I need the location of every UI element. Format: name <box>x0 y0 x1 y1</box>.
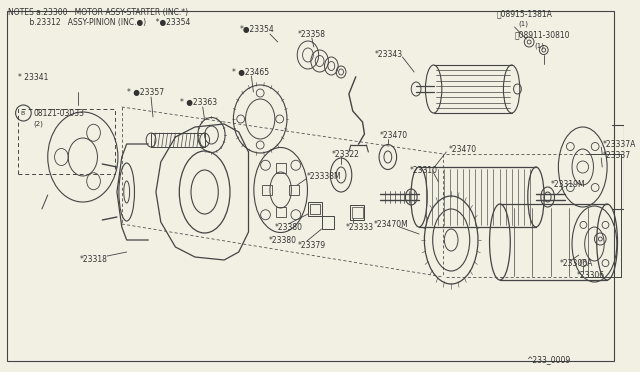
Text: *23319M: *23319M <box>550 180 585 189</box>
Bar <box>321 216 334 229</box>
Bar <box>276 163 285 173</box>
Text: ⓜ08915-1381A: ⓜ08915-1381A <box>497 10 553 19</box>
Text: (1): (1) <box>518 21 529 27</box>
Bar <box>262 185 272 195</box>
Bar <box>151 133 205 147</box>
Text: * ●23465: * ●23465 <box>232 67 269 77</box>
Text: ^233_0009: ^233_0009 <box>526 356 570 365</box>
Text: *23358: *23358 <box>297 29 325 38</box>
Bar <box>289 185 299 195</box>
Text: *23380: *23380 <box>275 222 303 231</box>
Bar <box>308 202 321 216</box>
Text: *23343: *23343 <box>375 49 403 58</box>
Text: * ●23363: * ●23363 <box>180 97 218 106</box>
Text: (2): (2) <box>33 121 43 127</box>
Bar <box>276 207 285 217</box>
Text: *23470: *23470 <box>448 144 476 154</box>
Text: b.23312   ASSY-PINION (INC.●)    *●23354: b.23312 ASSY-PINION (INC.●) *●23354 <box>8 17 190 26</box>
Text: *23337A: *23337A <box>602 140 636 148</box>
Text: *23306A: *23306A <box>559 260 593 269</box>
Text: *23338M: *23338M <box>307 171 342 180</box>
Text: (1): (1) <box>534 43 544 49</box>
Text: *23322: *23322 <box>332 150 359 158</box>
Text: B: B <box>20 110 25 115</box>
Text: *●23354: *●23354 <box>240 25 275 33</box>
Text: *23306: *23306 <box>577 272 605 280</box>
Text: *23310: *23310 <box>410 166 437 174</box>
Text: *23318: *23318 <box>80 254 108 263</box>
Bar <box>310 204 319 214</box>
Text: 08121-03033: 08121-03033 <box>33 109 84 118</box>
Text: NOTES a.23300   MOTOR ASSY-STARTER (INC.*): NOTES a.23300 MOTOR ASSY-STARTER (INC.*) <box>8 7 188 16</box>
Text: * ●23357: * ●23357 <box>127 87 164 96</box>
Text: *23470: *23470 <box>380 131 408 140</box>
Text: * 23341: * 23341 <box>17 73 48 81</box>
Bar <box>350 205 364 220</box>
Bar <box>352 207 362 218</box>
Text: *23379: *23379 <box>298 241 326 250</box>
Text: *23333: *23333 <box>346 222 374 231</box>
Text: *23470M: *23470M <box>374 219 409 228</box>
Bar <box>17 109 115 174</box>
Text: ⓝ08911-30810: ⓝ08911-30810 <box>515 31 570 39</box>
Text: *23380: *23380 <box>269 235 297 244</box>
Text: *23337: *23337 <box>602 151 630 160</box>
